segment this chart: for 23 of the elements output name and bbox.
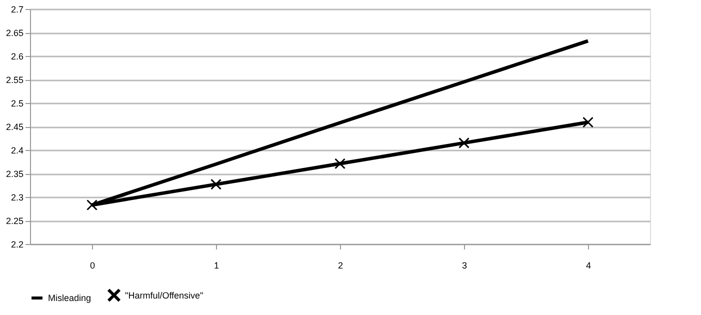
point bbox=[334, 158, 346, 170]
y-tick-label: 2.4 bbox=[10, 146, 24, 156]
y-tick-label: 2.5 bbox=[10, 98, 24, 108]
legend-label: "Harmful/Offensive" bbox=[125, 290, 204, 300]
legend-label: Misleading bbox=[48, 293, 92, 303]
x-tick-label: 3 bbox=[462, 260, 468, 270]
y-tick-label: 2.55 bbox=[6, 75, 24, 85]
x-tick-label: 0 bbox=[90, 260, 96, 270]
point bbox=[458, 137, 470, 148]
y-tick-label: 2.25 bbox=[6, 216, 24, 226]
x-tick-label: 4 bbox=[586, 260, 592, 270]
x-tick-label: 1 bbox=[214, 260, 220, 270]
point bbox=[210, 178, 222, 190]
y-tick-label: 2.3 bbox=[10, 192, 24, 202]
y-tick-label: 2.7 bbox=[10, 4, 24, 14]
y-tick-label: 2.45 bbox=[6, 122, 24, 132]
point bbox=[582, 116, 594, 128]
y-tick-label: 2.35 bbox=[6, 169, 24, 179]
y-tick-label: 2.6 bbox=[10, 52, 24, 62]
x-tick-label: 2 bbox=[338, 260, 344, 270]
y-tick-label: 2.2 bbox=[10, 240, 24, 250]
y-tick-label: 2.65 bbox=[6, 28, 24, 38]
point bbox=[86, 199, 98, 210]
